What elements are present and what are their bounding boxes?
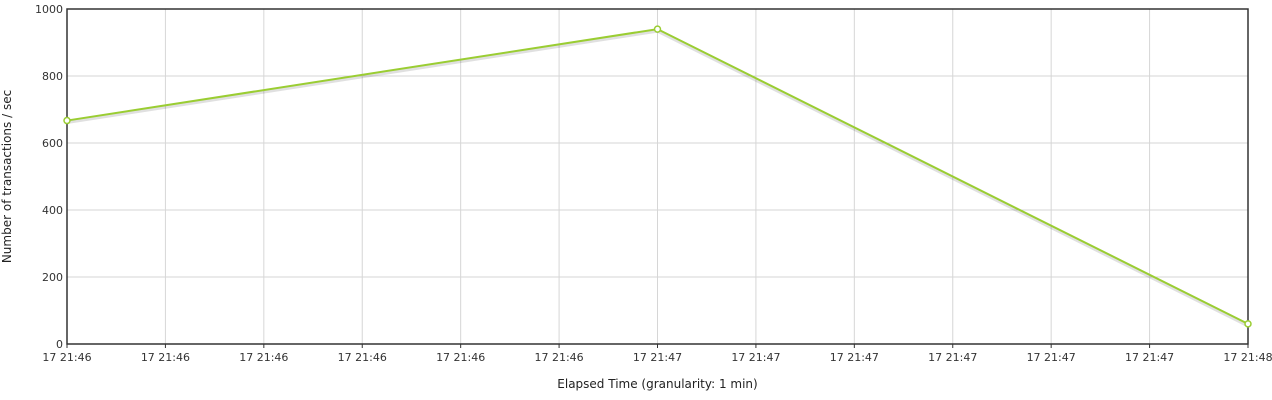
series (63, 25, 1252, 328)
y-axis-label: Number of transactions / sec (0, 90, 14, 263)
data-point[interactable] (653, 25, 662, 33)
data-point[interactable] (63, 116, 71, 125)
plot-frame (66, 8, 1249, 345)
y-tick-label: 400 (42, 204, 63, 217)
x-tick-label: 17 21:46 (42, 351, 91, 364)
x-tick-label: 17 21:47 (1027, 351, 1076, 364)
x-axis-label: Elapsed Time (granularity: 1 min) (557, 377, 757, 391)
y-axis-ticks: 0 200 400 600 800 1000 (35, 3, 63, 351)
data-point[interactable] (1244, 320, 1252, 328)
x-tick-label: 17 21:47 (633, 351, 682, 364)
x-tick-label: 17 21:46 (239, 351, 288, 364)
y-tick-label: 800 (42, 70, 63, 83)
x-tick-label: 17 21:46 (436, 351, 485, 364)
grid (67, 9, 1248, 344)
x-tick-label: 17 21:46 (141, 351, 190, 364)
x-tick-label: 17 21:47 (830, 351, 879, 364)
x-tick-label: 17 21:47 (731, 351, 780, 364)
x-tick-label: 17 21:48 (1223, 351, 1272, 364)
x-tick-label: 17 21:47 (928, 351, 977, 364)
x-tick-label: 17 21:47 (1125, 351, 1174, 364)
y-tick-label: 0 (56, 338, 63, 351)
y-tick-label: 1000 (35, 3, 63, 16)
y-tick-label: 600 (42, 137, 63, 150)
y-tick-label: 200 (42, 271, 63, 284)
x-axis-ticks: 17 21:46 17 21:46 17 21:46 17 21:46 17 21:46… (42, 344, 1272, 364)
x-tick-label: 17 21:46 (338, 351, 387, 364)
x-tick-label: 17 21:46 (534, 351, 583, 364)
